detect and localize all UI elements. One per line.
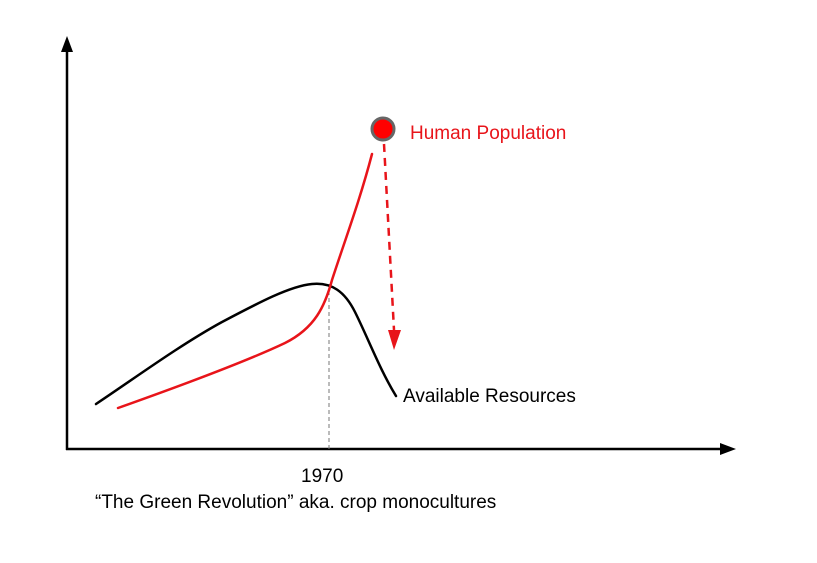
caption: “The Green Revolution” aka. crop monocul…	[95, 492, 496, 513]
collapse-arrow-shaft	[382, 143, 396, 331]
population-marker-icon	[370, 116, 396, 142]
year-label: 1970	[301, 466, 343, 487]
resources-curve	[94, 282, 398, 406]
population-curve	[116, 152, 374, 410]
x-axis-arrowhead	[720, 443, 736, 455]
axes	[61, 36, 736, 455]
resources-label: Available Resources	[403, 386, 576, 407]
population-label: Human Population	[410, 123, 566, 144]
collapse-arrow-head-icon	[388, 330, 401, 350]
y-axis-arrowhead	[61, 36, 73, 52]
